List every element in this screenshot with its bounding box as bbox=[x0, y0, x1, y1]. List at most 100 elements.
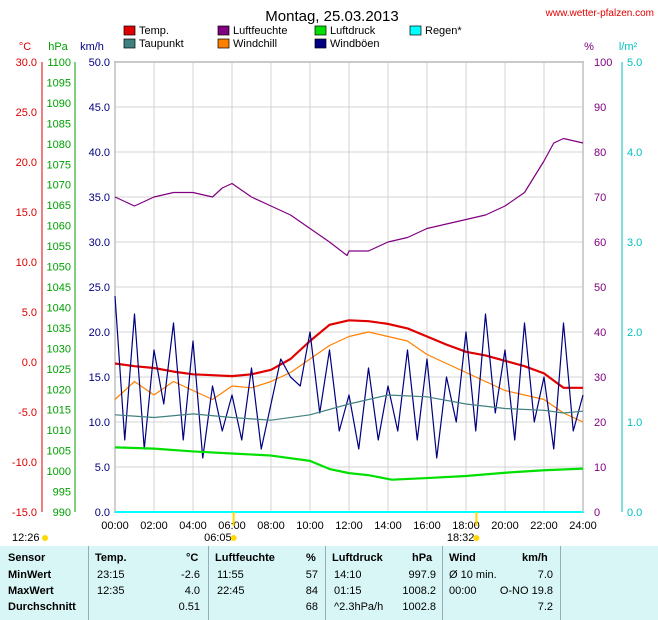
pressure-tick: 1010 bbox=[47, 425, 71, 437]
rain-tick: 0.0 bbox=[627, 507, 642, 519]
stats-cell-h_time: 11:55 bbox=[217, 569, 244, 581]
axis-unit-label: hPa bbox=[48, 41, 68, 53]
legend-label: Windchill bbox=[233, 38, 277, 50]
axis-unit-label: l/m² bbox=[619, 41, 638, 53]
pressure-tick: 1100 bbox=[47, 57, 71, 69]
rain-tick: 5.0 bbox=[627, 57, 642, 69]
stats-cell-label: Durchschnitt bbox=[8, 601, 76, 613]
stats-cell-p_time: ^2.3hPa/h bbox=[334, 601, 384, 613]
temp-tick: 20.0 bbox=[16, 157, 37, 169]
time-tick: 16:00 bbox=[413, 520, 441, 532]
humidity-tick: 70 bbox=[594, 192, 606, 204]
stats-cell-h_val: 57 bbox=[305, 569, 318, 581]
wind-tick: 20.0 bbox=[89, 327, 110, 339]
humidity-tick: 50 bbox=[594, 282, 606, 294]
time-tick: 14:00 bbox=[374, 520, 402, 532]
legend-swatch bbox=[123, 38, 136, 49]
temp-tick: 25.0 bbox=[16, 107, 37, 119]
time-tick: 12:00 bbox=[335, 520, 363, 532]
pressure-tick: 1090 bbox=[47, 98, 71, 110]
rain-tick: 4.0 bbox=[627, 147, 642, 159]
pressure-tick: 1050 bbox=[47, 262, 71, 274]
axis-unit-label: km/h bbox=[80, 41, 104, 53]
stats-header-press: Luftdruck bbox=[332, 552, 383, 564]
humidity-tick: 20 bbox=[594, 417, 606, 429]
time-tick: 00:00 bbox=[101, 520, 129, 532]
sun-markers: 12:26 06:05 18:32 bbox=[12, 512, 480, 544]
stats-cell-w_val: O-NO 19.8 bbox=[499, 585, 553, 597]
series-line bbox=[114, 331, 584, 423]
site-url[interactable]: www.wetter-pfalzen.com bbox=[545, 8, 654, 19]
legend-label: Luftfeuchte bbox=[233, 25, 287, 37]
series-line bbox=[114, 446, 584, 481]
legend-swatch bbox=[217, 25, 230, 36]
temp-tick: 15.0 bbox=[16, 207, 37, 219]
temp-tick: -15.0 bbox=[12, 507, 37, 519]
time-tick: 24:00 bbox=[569, 520, 597, 532]
pressure-tick: 1060 bbox=[47, 221, 71, 233]
wind-tick: 35.0 bbox=[89, 192, 110, 204]
pressure-tick: 1055 bbox=[47, 241, 71, 253]
stats-header-hum: Luftfeuchte bbox=[215, 552, 275, 564]
humidity-tick: 80 bbox=[594, 147, 606, 159]
wind-tick: 5.0 bbox=[95, 462, 110, 474]
pressure-tick: 1095 bbox=[47, 77, 71, 89]
series-line bbox=[114, 394, 584, 421]
humidity-tick: 40 bbox=[594, 327, 606, 339]
pressure-tick: 1000 bbox=[47, 466, 71, 478]
stats-cell-h_val: 84 bbox=[305, 585, 318, 597]
legend-swatch bbox=[409, 25, 422, 36]
wind-tick: 50.0 bbox=[89, 57, 110, 69]
pressure-tick: 1030 bbox=[47, 343, 71, 355]
pressure-tick: 1005 bbox=[47, 446, 71, 458]
wind-tick: 30.0 bbox=[89, 237, 110, 249]
wind-tick: 15.0 bbox=[89, 372, 110, 384]
temp-tick: 0.0 bbox=[22, 357, 37, 369]
moonrise-sun-icon bbox=[42, 535, 48, 541]
stats-cell-t_time: 12:35 bbox=[97, 585, 125, 597]
humidity-tick: 10 bbox=[594, 462, 606, 474]
stats-cell-t_val: 0.51 bbox=[178, 601, 200, 613]
series-line bbox=[114, 319, 583, 389]
time-tick: 02:00 bbox=[140, 520, 168, 532]
series-line bbox=[114, 295, 584, 459]
time-tick: 08:00 bbox=[257, 520, 285, 532]
axes: 30.0 25.0 20.0 15.0 10.0 5.0 0.0 -5.0 -10.0 -15.0… bbox=[12, 41, 642, 532]
legend-swatch bbox=[217, 38, 230, 49]
pressure-tick: 1085 bbox=[47, 118, 71, 130]
time-tick: 10:00 bbox=[296, 520, 324, 532]
pressure-tick: 1065 bbox=[47, 200, 71, 212]
series-line bbox=[114, 137, 584, 257]
stats-header-wind-unit: km/h bbox=[522, 552, 548, 564]
temp-tick: 10.0 bbox=[16, 257, 37, 269]
stats-table: Sensor Temp. °C Luftfeuchte % Luftdruck … bbox=[0, 546, 658, 620]
stats-cell-p_val: 1008.2 bbox=[402, 585, 436, 597]
legend-label: Temp. bbox=[139, 25, 169, 37]
legend-swatch bbox=[314, 38, 327, 49]
stats-cell-w_time: 00:00 bbox=[449, 585, 477, 597]
humidity-tick: 30 bbox=[594, 372, 606, 384]
stats-cell-p_time: 14:10 bbox=[334, 569, 362, 581]
humidity-tick: 100 bbox=[594, 57, 612, 69]
stats-header-hum-unit: % bbox=[306, 552, 316, 564]
axis-unit-label: °C bbox=[19, 41, 31, 53]
pressure-tick: 1015 bbox=[47, 405, 71, 417]
grid bbox=[114, 61, 584, 513]
legend-label: Luftdruck bbox=[330, 25, 376, 37]
chart-title: Montag, 25.03.2013 bbox=[265, 8, 398, 25]
weather-chart: Montag, 25.03.2013 www.wetter-pfalzen.co… bbox=[12, 8, 654, 544]
temp-tick: -5.0 bbox=[18, 407, 37, 419]
stats-cell-h_val: 68 bbox=[305, 601, 318, 613]
temp-tick: 5.0 bbox=[22, 307, 37, 319]
time-tick: 18:00 bbox=[452, 520, 480, 532]
rain-tick: 3.0 bbox=[627, 237, 642, 249]
legend-swatch bbox=[314, 25, 327, 36]
stats-cell-p_time: 01:15 bbox=[334, 585, 362, 597]
pressure-tick: 1025 bbox=[47, 364, 71, 376]
pressure-tick: 1045 bbox=[47, 282, 71, 294]
stats-cell-t_val: 4.0 bbox=[184, 585, 200, 597]
stats-header-press-unit: hPa bbox=[412, 552, 433, 564]
wind-tick: 40.0 bbox=[89, 147, 110, 159]
pressure-tick: 990 bbox=[53, 507, 71, 519]
stats-cell-p_val: 997.9 bbox=[408, 569, 436, 581]
